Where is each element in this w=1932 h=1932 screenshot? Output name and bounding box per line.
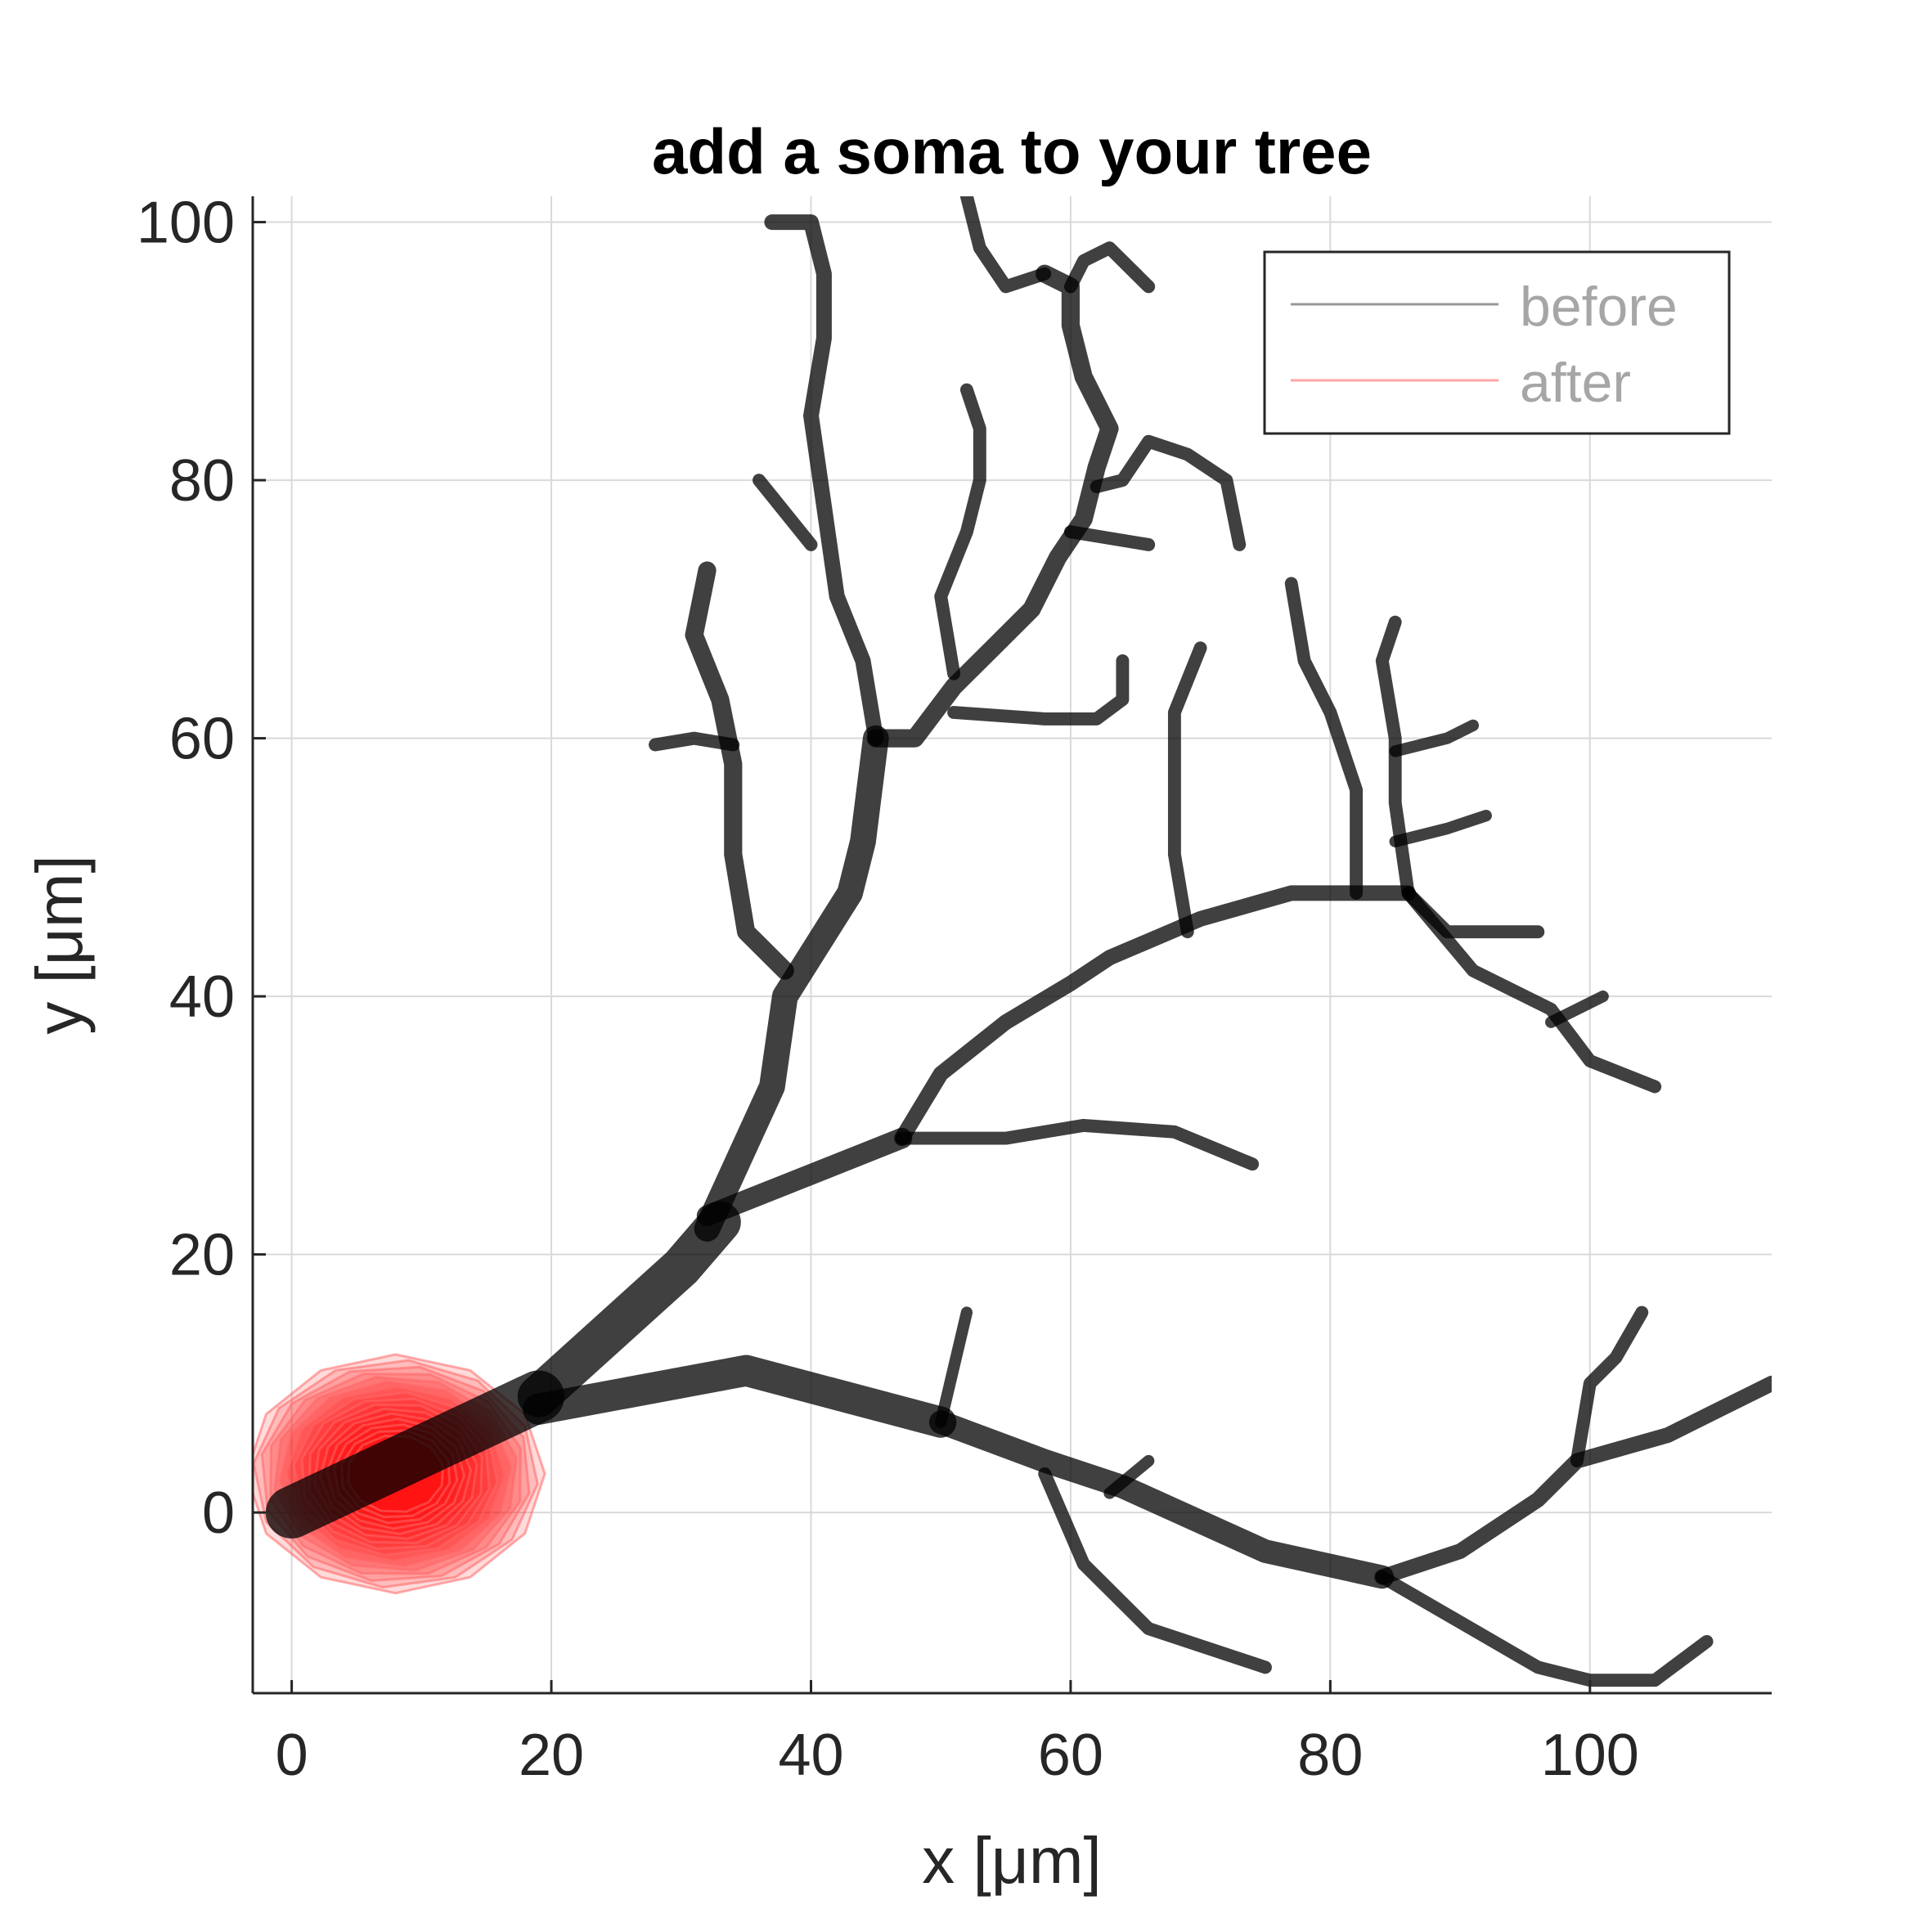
dendrite-branch <box>649 731 740 752</box>
dendrite-branch <box>947 654 1130 726</box>
dendrite-branch <box>1389 810 1492 847</box>
legend-label-before: before <box>1520 276 1678 338</box>
legend-label-after: after <box>1520 352 1631 414</box>
y-axis-label: y [μm] <box>23 855 96 1034</box>
y-tick-label: 40 <box>169 964 235 1030</box>
dendrite-branch <box>1389 719 1480 757</box>
dendrite-branch <box>764 214 884 747</box>
dendrite-branch <box>1063 525 1156 551</box>
dendrite-branch <box>894 885 1417 1147</box>
plot-area <box>253 196 1772 1687</box>
dendrite-branch <box>685 561 794 980</box>
x-tick-label: 0 <box>276 1723 308 1788</box>
dendrite-branch <box>523 1355 957 1438</box>
dendrite-branch <box>959 196 1052 294</box>
dendrite-branch <box>1401 886 1662 1094</box>
dendrite-branch <box>1103 1454 1155 1499</box>
dendrite-branch <box>895 1118 1260 1171</box>
tick-labels: 0 20 40 60 80 100 0 20 40 60 80 100 <box>137 191 1639 1788</box>
dendrite-branch <box>1090 434 1247 551</box>
dendrite-branch <box>694 725 889 1242</box>
x-axis-label: x [μm] <box>922 1824 1101 1897</box>
x-tick-label: 100 <box>1541 1723 1639 1788</box>
dendrite-branch <box>1545 990 1609 1028</box>
dendrite-branch <box>265 1370 564 1539</box>
dendrite-branch <box>935 1306 973 1428</box>
y-tick-label: 100 <box>137 191 235 256</box>
chart-title: add a soma to your tree <box>652 115 1372 187</box>
x-tick-label: 80 <box>1297 1723 1363 1788</box>
y-tick-label: 80 <box>169 448 235 514</box>
dendrite-branch <box>934 383 986 681</box>
dendrite-branch <box>1570 1305 1649 1467</box>
dendrite-branch <box>1375 615 1415 900</box>
dendrite-branch <box>753 474 818 551</box>
dendrite-branch <box>1401 886 1545 939</box>
x-tick-label: 60 <box>1038 1723 1103 1788</box>
dendrite-branch <box>696 1127 913 1226</box>
legend-box <box>1263 250 1731 435</box>
dendrite-branch <box>1284 577 1364 900</box>
y-tick-label: 0 <box>202 1480 235 1546</box>
y-tick-label: 20 <box>169 1223 235 1288</box>
dendrite-branch <box>1063 241 1156 294</box>
x-tick-label: 20 <box>519 1723 584 1788</box>
dendrite-branch <box>1167 641 1207 939</box>
dendrite-branch <box>866 264 1119 748</box>
y-tick-label: 60 <box>169 707 235 772</box>
legend: before after <box>1263 250 1731 435</box>
dendrite-branch <box>1038 1467 1272 1674</box>
tree-before <box>265 196 1772 1687</box>
axes <box>251 196 1772 1695</box>
x-tick-label: 40 <box>778 1723 843 1788</box>
